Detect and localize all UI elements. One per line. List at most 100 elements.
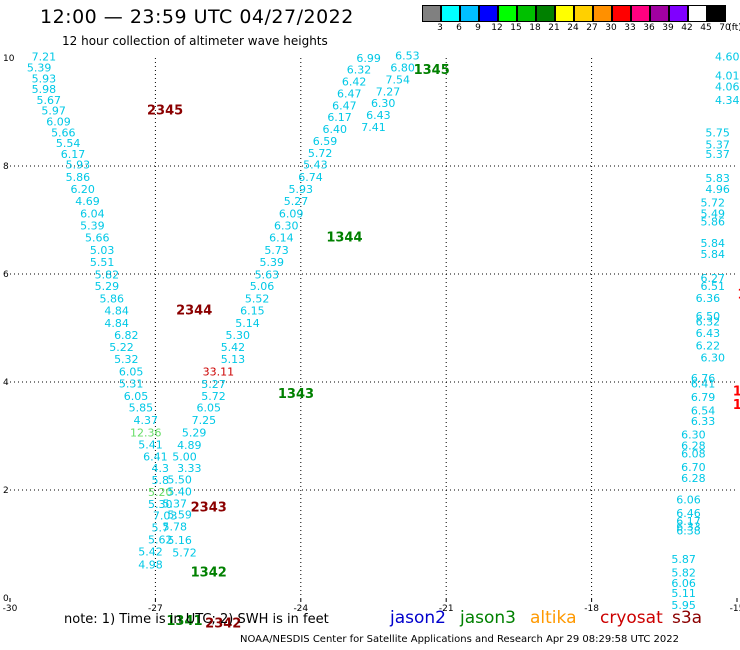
swh-value-label: 5.39	[259, 256, 284, 269]
swh-value-label: 6.08	[681, 448, 706, 461]
swh-value-label: 5.30	[148, 498, 173, 511]
swh-value-label: 5.62	[148, 533, 173, 546]
pass-time-label: 2345	[147, 104, 183, 119]
swh-value-label: 5.27	[201, 378, 226, 391]
scale-label: 3	[437, 23, 443, 33]
x-tick-label: -18	[584, 604, 599, 614]
swh-value-label: 5.32	[114, 353, 139, 366]
swh-value-label: 5.42	[221, 341, 246, 354]
scale-label: 18	[529, 23, 541, 33]
swh-value-label: 4.98	[138, 558, 163, 571]
swh-value-label: 5.37	[705, 148, 730, 161]
swh-value-label: 5.66	[51, 126, 76, 139]
swh-value-label: 5.93	[66, 159, 91, 172]
scale-swatch	[422, 5, 441, 22]
footer-note: note: 1) Time is in UTC; 2) SWH is in fe…	[64, 612, 329, 627]
y-tick-label: 0	[3, 594, 9, 604]
scale-label: 45	[700, 23, 712, 33]
swh-value-label: 6.30	[681, 429, 706, 442]
swh-value-label: 6.06	[671, 577, 696, 590]
swh-value-label: 5.37	[705, 139, 730, 152]
y-tick-label: 10	[3, 54, 15, 64]
pass-time-label: 1342	[191, 565, 227, 580]
x-tick-label: -21	[439, 604, 454, 614]
swh-value-label: 5.86	[100, 293, 125, 306]
scale-swatch	[441, 5, 460, 22]
swh-value-label: 6.38	[676, 524, 701, 537]
y-tick-label: 4	[3, 378, 9, 388]
scale-swatch	[650, 5, 669, 22]
pass-time-label: 16	[733, 385, 740, 400]
y-tick-label: 6	[3, 270, 9, 280]
legend-cryosat: cryosat	[600, 608, 663, 628]
swh-value-label: 5.86	[66, 171, 91, 184]
swh-value-label: 7.41	[361, 121, 386, 134]
swh-value-label: 5.52	[245, 293, 270, 306]
swh-value-label: 5.51	[90, 256, 115, 269]
swh-value-label: 4.34	[715, 94, 740, 107]
swh-value-label: 5.06	[250, 280, 275, 293]
pass-time-label: 1341	[166, 614, 202, 629]
swh-value-label: 5.14	[235, 317, 260, 330]
swh-value-label: 5.42	[138, 545, 163, 558]
scale-swatch	[498, 5, 517, 22]
swh-value-label: 3.33	[177, 462, 202, 475]
scale-swatch	[669, 5, 688, 22]
swh-value-label: 7.54	[385, 73, 410, 86]
swh-value-label: 6.43	[366, 109, 391, 122]
x-tick-label: -27	[148, 604, 163, 614]
swh-value-label: 6.46	[676, 507, 701, 520]
swh-value-label: 7.25	[192, 414, 217, 427]
swh-value-label: 7.21	[32, 51, 57, 64]
swh-value-label: 5.84	[701, 248, 726, 261]
swh-value-label: 4.89	[177, 439, 202, 452]
swh-value-label: 4.3	[151, 462, 169, 475]
swh-value-label: 6.74	[298, 171, 323, 184]
swh-value-label: 4.01	[715, 70, 740, 83]
swh-value-label: 6.47	[337, 87, 362, 100]
swh-value-label: 5.63	[255, 268, 280, 281]
scale-label: 9	[475, 23, 481, 33]
scale-label: 27	[586, 23, 598, 33]
swh-value-label: 5.98	[32, 83, 57, 96]
swh-value-label: 5.72	[701, 197, 726, 210]
swh-value-label: 6.09	[279, 207, 304, 220]
swh-value-label: 6.70	[681, 461, 706, 474]
swh-value-label: 5.72	[308, 147, 333, 160]
map-title: 12:00 — 23:59 UTC 04/27/2022	[40, 6, 354, 28]
swh-value-label: 5.83	[705, 172, 730, 185]
swh-value-label: 6.14	[269, 232, 294, 245]
swh-value-label: 6.05	[119, 366, 144, 379]
swh-value-label: 6.30	[274, 220, 299, 233]
swh-value-label: 5.95	[671, 599, 696, 612]
scale-label: 15	[510, 23, 522, 33]
credit-line: NOAA/NESDIS Center for Satellite Applica…	[240, 634, 679, 645]
swh-value-label: 5.66	[85, 232, 110, 245]
map-subtitle: 12 hour collection of altimeter wave hei…	[62, 34, 328, 48]
swh-value-label: 5.03	[90, 244, 115, 257]
swh-value-label: 5.82	[671, 566, 696, 579]
swh-value-label: 5.43	[303, 159, 328, 172]
swh-value-label: 5.78	[163, 521, 188, 534]
scale-swatch	[574, 5, 593, 22]
swh-value-label: 5.37	[163, 497, 188, 510]
y-tick-label: 2	[3, 486, 9, 496]
scale-label: 36	[643, 23, 655, 33]
scale-label: 12	[491, 23, 503, 33]
swh-value-label: 5.31	[119, 377, 144, 390]
swh-value-label: 5.20	[148, 486, 173, 499]
swh-value-label: 5.39	[80, 220, 105, 233]
scale-swatch	[707, 5, 726, 22]
swh-value-label: 6.30	[371, 97, 396, 110]
swh-value-label: 5.67	[37, 94, 62, 107]
swh-value-label: 5.73	[264, 244, 289, 257]
swh-value-label: 6.15	[240, 305, 265, 318]
legend-s3a: s3a	[672, 608, 703, 628]
swh-value-label: 12.36	[130, 427, 162, 440]
swh-value-label: 6.32	[696, 315, 721, 328]
swh-value-label: 5.22	[109, 341, 134, 354]
scale-label: 24	[567, 23, 579, 33]
swh-value-label: 6.36	[696, 292, 721, 305]
swh-value-label: 6.40	[322, 123, 347, 136]
